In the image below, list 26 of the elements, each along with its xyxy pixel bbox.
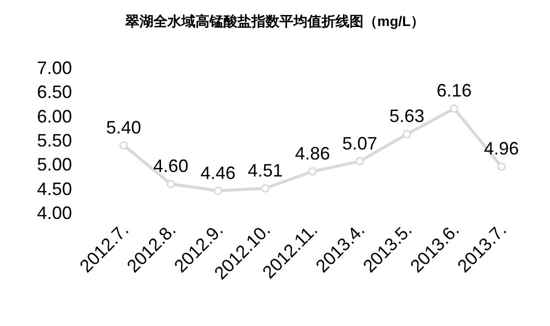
point [214,186,222,196]
data-label: 4.60 [153,156,188,176]
data-label: 5.40 [106,117,142,138]
y-tick-label: 6.00 [36,106,72,126]
y-tick-label: 5.00 [36,154,72,175]
y-tick-label: 4.50 [36,178,72,199]
data-label: 5.63 [389,106,424,126]
point [166,180,176,188]
point [308,167,317,176]
point [497,162,506,171]
point [450,104,458,113]
point [261,184,270,193]
point [119,141,128,150]
point [402,130,412,138]
data-label: 4.96 [484,138,519,159]
y-tick-label: 5.50 [36,130,72,150]
data-label: 6.16 [436,80,472,101]
data-label: 5.07 [342,133,378,154]
y-tick-label: 6.50 [36,82,72,102]
chart-title: 翠湖全水域高锰酸盐指数平均值折线图（mg/L） [124,13,425,29]
data-label: 4.46 [200,162,236,183]
data-label: 4.86 [294,143,330,164]
y-tick-label: 4.00 [36,203,72,223]
y-tick-label: 7.00 [36,58,72,78]
point [355,157,364,166]
data-label: 4.51 [248,160,283,180]
